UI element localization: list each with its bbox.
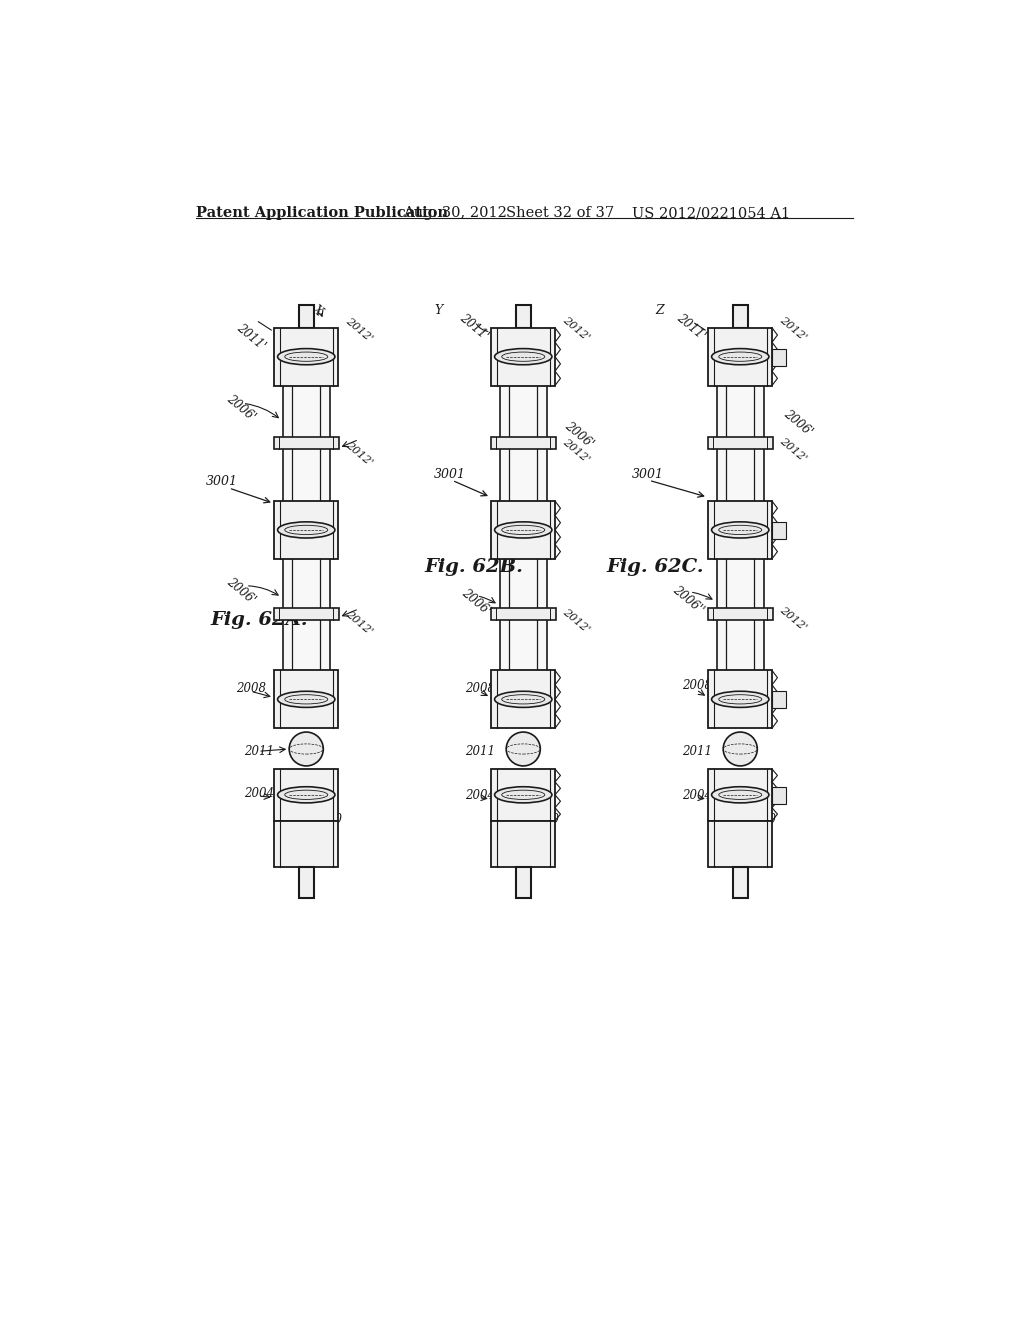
Bar [274,327,338,385]
Text: 2006'': 2006'' [670,583,707,616]
Ellipse shape [278,521,335,539]
Bar [772,692,786,708]
Ellipse shape [712,348,769,364]
Text: US 2012/0221054 A1: US 2012/0221054 A1 [632,206,790,220]
Bar [772,348,786,366]
Text: Fig. 62C.: Fig. 62C. [606,557,703,576]
Bar [709,770,772,821]
Ellipse shape [712,521,769,539]
Bar [274,671,338,729]
Text: 2011': 2011' [674,312,708,343]
Text: Aug. 30, 2012: Aug. 30, 2012 [403,206,507,220]
Ellipse shape [278,787,335,803]
Bar [492,327,555,385]
Bar [492,821,555,867]
Bar [709,502,772,558]
Text: 2004: 2004 [245,787,274,800]
Text: Z: Z [655,305,664,317]
Bar [709,821,772,867]
Bar [717,385,764,502]
Bar [299,867,314,898]
Text: 2010: 2010 [312,813,342,825]
Text: 2004: 2004 [682,789,712,803]
Bar [709,327,772,385]
Text: 2011: 2011 [682,744,712,758]
Bar [500,385,547,502]
Bar [708,437,773,449]
Bar [772,521,786,539]
Ellipse shape [495,348,552,364]
Bar [274,821,338,867]
Bar [717,558,764,671]
Text: 2012': 2012' [777,314,808,343]
Bar [299,305,314,327]
Bar [708,609,773,620]
Circle shape [289,733,324,766]
Text: 2012': 2012' [560,437,591,465]
Text: 3001: 3001 [434,467,466,480]
Ellipse shape [495,787,552,803]
Circle shape [506,733,541,766]
Bar [274,770,338,821]
Bar [490,437,556,449]
Bar [273,437,339,449]
Text: 2006': 2006' [459,586,493,618]
Text: Y: Y [434,305,442,317]
Text: 2008: 2008 [682,680,712,693]
Text: 2011: 2011 [465,744,496,758]
Bar [492,671,555,729]
Text: 2010: 2010 [746,813,776,825]
Text: X: X [310,302,325,318]
Text: Fig. 62A.: Fig. 62A. [211,611,308,630]
Text: 2010: 2010 [529,813,559,825]
Text: 2006': 2006' [224,392,258,424]
Text: 3001: 3001 [206,475,238,488]
Text: 2012': 2012' [560,607,591,635]
Bar [283,385,330,502]
Text: 2012': 2012' [777,436,808,463]
Ellipse shape [495,521,552,539]
Text: 2012': 2012' [560,314,591,343]
Ellipse shape [278,348,335,364]
Text: 2006': 2006' [562,418,596,450]
Ellipse shape [712,787,769,803]
Text: 2008: 2008 [237,681,266,694]
Text: 2006': 2006' [781,408,815,438]
Text: Patent Application Publication: Patent Application Publication [197,206,449,220]
Circle shape [723,733,758,766]
Bar [732,305,748,327]
Bar [273,609,339,620]
Text: 2004: 2004 [465,789,496,803]
Bar [732,867,748,898]
Ellipse shape [712,692,769,708]
Bar [283,558,330,671]
Text: 2008: 2008 [465,681,496,694]
Text: 2011': 2011' [233,321,267,352]
Text: 2012': 2012' [343,317,374,345]
Text: Sheet 32 of 37: Sheet 32 of 37 [506,206,614,220]
Ellipse shape [495,692,552,708]
Bar [274,502,338,558]
Text: 2006': 2006' [224,576,258,607]
Text: 2011': 2011' [457,312,490,343]
Ellipse shape [278,692,335,708]
Text: Fig. 62B.: Fig. 62B. [425,557,523,576]
Text: 2012': 2012' [343,609,374,636]
Bar [492,502,555,558]
Bar [515,867,531,898]
Bar [500,558,547,671]
Text: 3001: 3001 [632,467,664,480]
Bar [515,305,531,327]
Text: 2012': 2012' [777,605,808,632]
Bar [709,671,772,729]
Bar [772,787,786,804]
Bar [492,770,555,821]
Text: 2011: 2011 [245,744,274,758]
Bar [490,609,556,620]
Text: 2012': 2012' [343,440,374,467]
